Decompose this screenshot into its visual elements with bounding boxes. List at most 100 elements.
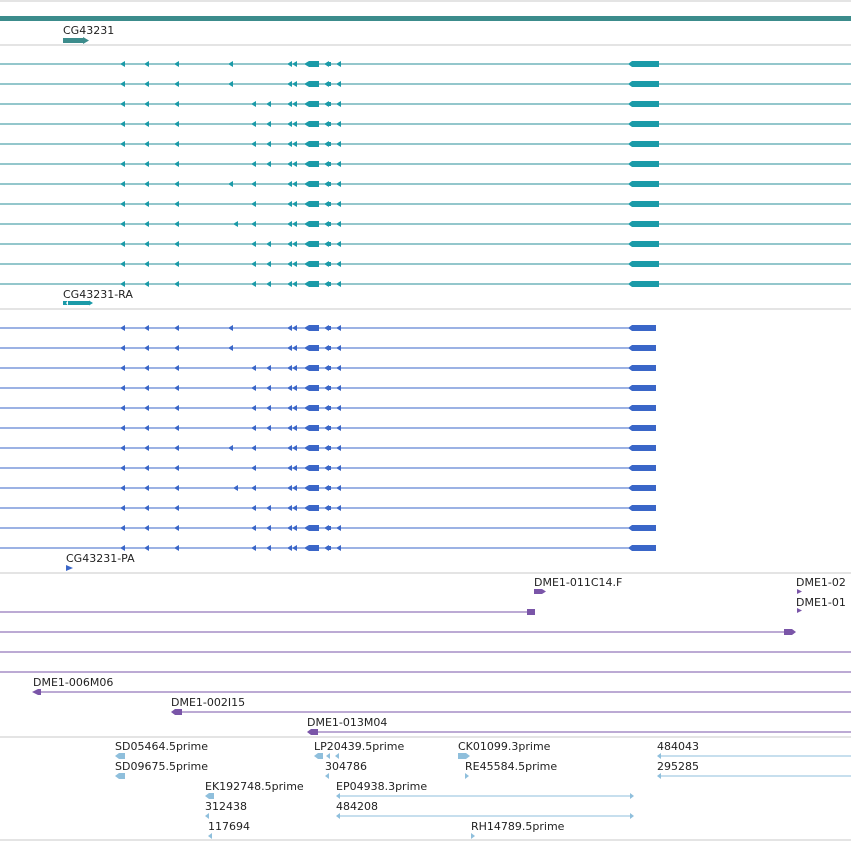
ra-transcript-row[interactable] (0, 141, 851, 147)
gene-feature[interactable] (63, 38, 83, 43)
exon-block[interactable] (327, 506, 331, 510)
terminal-exon[interactable] (628, 525, 656, 531)
ra-transcript-row[interactable] (0, 281, 851, 287)
est-label[interactable]: 295285 (657, 760, 699, 773)
clone-label[interactable]: DME1-01 (796, 596, 846, 609)
terminal-exon[interactable] (628, 325, 656, 331)
terminal-exon[interactable] (628, 425, 656, 431)
est-label[interactable]: EK192748.5prime (205, 780, 304, 793)
terminal-exon[interactable] (628, 545, 656, 551)
est-label[interactable]: 304786 (325, 760, 367, 773)
exon-block[interactable] (309, 485, 319, 491)
ra-transcript-row[interactable] (0, 181, 851, 187)
exon-block[interactable] (309, 181, 319, 187)
exon-block[interactable] (327, 386, 331, 390)
terminal-exon[interactable] (628, 345, 656, 351)
ra-transcript-row[interactable] (0, 121, 851, 127)
terminal-exon[interactable] (628, 241, 659, 247)
terminal-exon[interactable] (628, 261, 659, 267)
pa-transcript-row[interactable] (0, 405, 656, 411)
exon-block[interactable] (309, 61, 319, 67)
exon-block[interactable] (309, 241, 319, 247)
exon-block[interactable] (327, 102, 331, 106)
terminal-exon[interactable] (628, 405, 656, 411)
exon-block[interactable] (327, 82, 331, 86)
pa-transcript-row[interactable] (0, 445, 656, 451)
ra-transcript-row[interactable] (0, 201, 851, 207)
clone-label[interactable]: DME1-006M06 (33, 676, 113, 689)
est-label[interactable]: SD09675.5prime (115, 760, 208, 773)
exon-block[interactable] (327, 262, 331, 266)
exon-block[interactable] (309, 365, 319, 371)
terminal-exon[interactable] (628, 201, 659, 207)
exon-block[interactable] (309, 525, 319, 531)
exon-block[interactable] (309, 281, 319, 287)
gene-span-bar[interactable] (0, 16, 851, 21)
exon-block[interactable] (327, 242, 331, 246)
est-feature[interactable] (209, 793, 214, 799)
clone-end-feature[interactable] (527, 609, 535, 615)
clone-label[interactable]: DME1-013M04 (307, 716, 387, 729)
exon-block[interactable] (327, 326, 331, 330)
exon-block[interactable] (309, 505, 319, 511)
pa-transcript-row[interactable] (0, 325, 656, 331)
exon-block[interactable] (327, 526, 331, 530)
est-feature[interactable] (119, 753, 125, 759)
pa-transcript-row[interactable] (0, 545, 656, 551)
pa-transcript-row[interactable] (0, 365, 656, 371)
exon-block[interactable] (327, 406, 331, 410)
clone-label[interactable]: DME1-011C14.F (534, 576, 622, 589)
exon-block[interactable] (309, 101, 319, 107)
est-label[interactable]: RH14789.5prime (471, 820, 565, 833)
exon-block[interactable] (327, 546, 331, 550)
pa-transcript-row[interactable] (0, 425, 656, 431)
terminal-exon[interactable] (628, 141, 659, 147)
ra-summary-feature[interactable] (63, 300, 93, 306)
exon-block[interactable] (309, 261, 319, 267)
terminal-exon[interactable] (628, 445, 656, 451)
exon-block[interactable] (309, 161, 319, 167)
est-label[interactable]: 312438 (205, 800, 247, 813)
pa-transcript-row[interactable] (0, 525, 656, 531)
pa-transcript-row[interactable] (0, 465, 656, 471)
clone-feature[interactable] (175, 709, 182, 715)
exon-block[interactable] (327, 486, 331, 490)
terminal-exon[interactable] (628, 385, 656, 391)
est-label[interactable]: 484208 (336, 800, 378, 813)
exon-block[interactable] (309, 545, 319, 551)
est-feature[interactable] (318, 753, 323, 759)
terminal-exon[interactable] (628, 365, 656, 371)
exon-block[interactable] (327, 466, 331, 470)
est-feature[interactable] (458, 753, 466, 759)
exon-block[interactable] (327, 222, 331, 226)
pa-transcript-row[interactable] (0, 345, 656, 351)
pa-summary-arrow-icon[interactable] (66, 565, 73, 571)
exon-block[interactable] (309, 81, 319, 87)
est-feature[interactable] (119, 773, 125, 779)
transcript-track-ra-label[interactable]: CG43231-RA (63, 288, 133, 301)
exon-block[interactable] (309, 465, 319, 471)
exon-block[interactable] (327, 426, 331, 430)
exon-block[interactable] (327, 202, 331, 206)
terminal-exon[interactable] (628, 465, 656, 471)
est-label[interactable]: SD05464.5prime (115, 740, 208, 753)
terminal-exon[interactable] (628, 181, 659, 187)
clone-end-feature[interactable] (784, 629, 792, 635)
ra-transcript-row[interactable] (0, 81, 851, 87)
terminal-exon[interactable] (628, 221, 659, 227)
exon-block[interactable] (309, 325, 319, 331)
ra-transcript-row[interactable] (0, 61, 851, 67)
ra-transcript-row[interactable] (0, 161, 851, 167)
clone-feature[interactable] (534, 589, 542, 594)
terminal-exon[interactable] (628, 121, 659, 127)
exon-block[interactable] (309, 405, 319, 411)
ra-transcript-row[interactable] (0, 241, 851, 247)
ra-transcript-row[interactable] (0, 101, 851, 107)
exon-block[interactable] (309, 445, 319, 451)
terminal-exon[interactable] (628, 161, 659, 167)
est-label[interactable]: 117694 (208, 820, 250, 833)
terminal-exon[interactable] (628, 81, 659, 87)
exon-block[interactable] (327, 366, 331, 370)
